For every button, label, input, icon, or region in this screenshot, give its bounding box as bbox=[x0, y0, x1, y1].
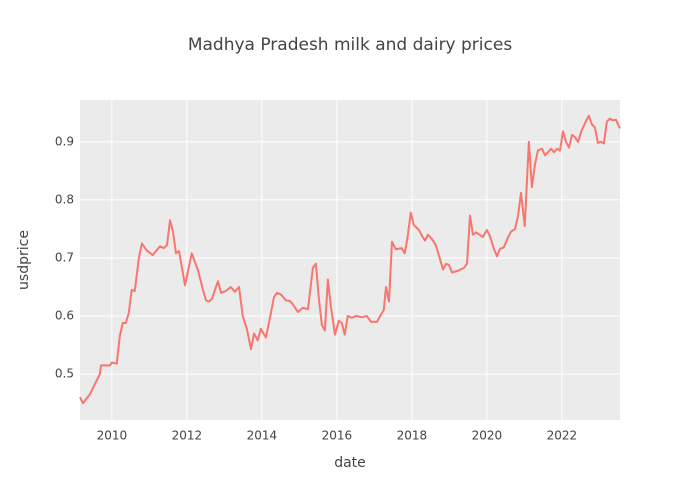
x-tick-label: 2018 bbox=[397, 429, 428, 443]
x-axis-title: date bbox=[334, 455, 366, 471]
y-axis-title: usdprice bbox=[16, 230, 32, 290]
x-tick-label: 2022 bbox=[547, 429, 578, 443]
y-tick-label: 0.8 bbox=[55, 192, 74, 206]
plot-area bbox=[80, 100, 620, 420]
y-tick-label: 0.7 bbox=[55, 250, 74, 264]
y-tick-label: 0.6 bbox=[55, 309, 74, 323]
x-tick-label: 2012 bbox=[172, 429, 203, 443]
chart-title: Madhya Pradesh milk and dairy prices bbox=[188, 35, 513, 55]
y-tick-label: 0.9 bbox=[55, 134, 74, 148]
y-tick-label: 0.5 bbox=[55, 367, 74, 381]
data-line bbox=[79, 114, 621, 405]
x-tick-label: 2020 bbox=[472, 429, 503, 443]
x-tick-label: 2016 bbox=[322, 429, 353, 443]
x-tick-label: 2014 bbox=[247, 429, 278, 443]
x-tick-label: 2010 bbox=[97, 429, 128, 443]
